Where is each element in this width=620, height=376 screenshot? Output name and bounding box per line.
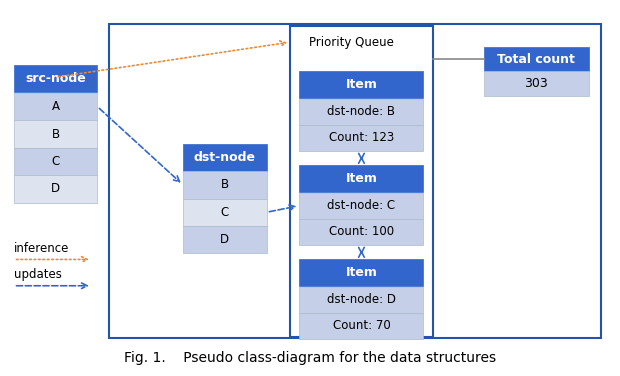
Bar [484,47,589,71]
Text: Item: Item [345,172,378,185]
Text: Count: 100: Count: 100 [329,226,394,238]
Bar [484,71,589,96]
Text: inference: inference [14,242,69,255]
Text: dst-node: dst-node [193,151,255,164]
Bar [299,165,423,192]
Bar [290,26,433,337]
Text: dst-node: B: dst-node: B [327,105,396,118]
Bar [108,24,601,338]
Bar [14,65,97,92]
Bar [299,259,423,286]
Text: Item: Item [345,266,378,279]
Text: Total count: Total count [497,53,575,66]
Bar [183,171,267,199]
Bar [183,144,267,171]
Text: Count: 70: Count: 70 [332,320,391,332]
Text: Item: Item [345,78,378,91]
Text: C: C [51,155,60,168]
Text: dst-node: D: dst-node: D [327,293,396,306]
Text: 303: 303 [525,77,548,90]
Bar [299,193,423,219]
Text: C: C [221,206,229,219]
Bar [299,287,423,313]
Text: Priority Queue: Priority Queue [309,36,394,49]
Bar [14,148,97,175]
Text: updates: updates [14,268,61,281]
Bar [299,313,423,339]
Text: src-node: src-node [25,72,86,85]
Text: D: D [51,182,60,196]
Bar [299,125,423,151]
Bar [299,219,423,245]
Bar [183,199,267,226]
Bar [14,120,97,148]
Text: B: B [51,127,60,141]
Text: B: B [221,178,229,191]
Bar [183,226,267,253]
Text: Fig. 1.    Pseudo class-diagram for the data structures: Fig. 1. Pseudo class-diagram for the dat… [124,352,496,365]
Bar [14,175,97,203]
Text: Count: 123: Count: 123 [329,132,394,144]
Text: A: A [51,100,60,113]
Bar [299,99,423,125]
Bar [299,71,423,98]
Bar [14,93,97,120]
Text: dst-node: C: dst-node: C [327,199,396,212]
Text: D: D [220,233,229,246]
